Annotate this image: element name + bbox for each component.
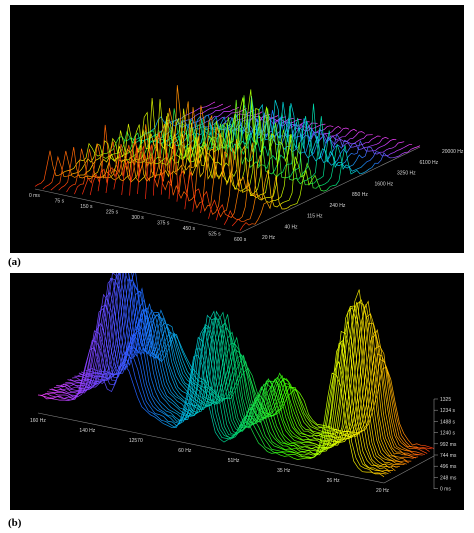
freq-tick-a: 1600 Hz <box>375 181 394 187</box>
surface-b-row <box>51 293 398 468</box>
freq-tick-a: 20000 Hz <box>442 149 464 155</box>
time-tick-a: 225 s <box>106 210 119 216</box>
surface-a-row <box>89 108 271 196</box>
freq-tick-b: 51Hz <box>228 458 240 464</box>
time-tick-a: 150 s <box>80 204 93 210</box>
spectrogram-b-plot: 160 Hz 140 Hz 12570 60 Hz 51Hz 35 Hz 26 Hz 20 H… <box>30 273 457 494</box>
time-tick-b: 248 ms <box>440 475 457 481</box>
surface-b-row <box>76 279 423 456</box>
surface-a <box>34 85 421 231</box>
freq-tick-b: 20 Hz <box>376 488 390 494</box>
time-tick-a: 450 s <box>183 226 196 232</box>
time-axis-a <box>34 188 241 234</box>
time-tick-a: 0 ms <box>29 193 40 199</box>
time-tick-b: 496 ms <box>440 464 457 470</box>
surface-a-row <box>215 116 397 221</box>
freq-axis-a <box>239 146 421 234</box>
surface-b-row <box>74 273 421 456</box>
freq-tick-a: 40 Hz <box>285 224 299 230</box>
surface-a-row <box>231 143 413 227</box>
time-tick-a: 525 s <box>208 232 221 238</box>
surface-a-row <box>184 89 365 210</box>
surface-b-row <box>78 273 426 456</box>
surface-b-row <box>47 307 394 471</box>
time-tick-b: 1488 s <box>440 419 456 425</box>
time-tick-b: 0 ms <box>440 487 451 493</box>
surface-a-row <box>152 85 334 196</box>
surface-b-row <box>37 347 385 478</box>
freq-tick-a: 20 Hz <box>262 235 276 241</box>
time-tick-a: 600 s <box>234 237 247 243</box>
time-tick-a: 375 s <box>157 221 170 227</box>
freq-tick-a: 6100 Hz <box>420 160 439 166</box>
time-tick-b: 744 ms <box>440 453 457 459</box>
time-tick-a: 75 s <box>55 199 65 205</box>
surface-a-row <box>239 145 421 231</box>
spectrogram-b: 160 Hz 140 Hz 12570 60 Hz 51Hz 35 Hz 26 Hz 20 H… <box>10 273 464 510</box>
freq-tick-a: 115 Hz <box>307 214 323 220</box>
surface-b-row <box>40 339 387 475</box>
surface-a-row <box>192 108 373 212</box>
freq-axis-b <box>37 412 385 484</box>
time-tick-b: 1240 s <box>440 431 456 437</box>
caption-a: (a) <box>8 256 21 268</box>
surface-b-row <box>53 291 400 468</box>
time-tick-b: 992 ms <box>440 442 457 448</box>
surface-b-row <box>44 322 391 473</box>
freq-tick-b: 26 Hz <box>327 478 341 484</box>
surface-b-row <box>69 273 416 459</box>
freq-tick-a: 240 Hz <box>330 203 346 209</box>
spectrogram-a: 0 ms 75 s 150 s 225 s 300 s 375 s 450 s 525 s 60… <box>10 5 464 253</box>
freq-tick-a: 850 Hz <box>352 192 368 198</box>
time-axis-b <box>383 455 435 484</box>
freq-tick-b: 160 Hz <box>30 418 46 424</box>
time-tick-b: 1325 <box>440 397 451 403</box>
freq-tick-b: 60 Hz <box>178 448 192 454</box>
surface-a-row <box>223 130 405 225</box>
surface-b-row <box>67 273 414 459</box>
surface-b-row <box>49 304 396 472</box>
surface-b-row <box>42 330 389 475</box>
surface-b-row <box>60 273 407 465</box>
time-tick-b: 1234 s <box>440 408 456 414</box>
freq-tick-b: 12570 <box>129 438 143 444</box>
freq-tick-b: 35 Hz <box>277 468 291 474</box>
surface-a-row <box>34 101 216 187</box>
spectrogram-a-plot: 0 ms 75 s 150 s 225 s 300 s 375 s 450 s 525 s 60… <box>29 85 464 243</box>
freq-tick-b: 140 Hz <box>79 428 95 434</box>
surface-b <box>37 273 435 478</box>
caption-b: (b) <box>8 517 22 529</box>
freq-tick-a: 3250 Hz <box>397 171 416 177</box>
time-tick-a: 300 s <box>132 215 145 221</box>
